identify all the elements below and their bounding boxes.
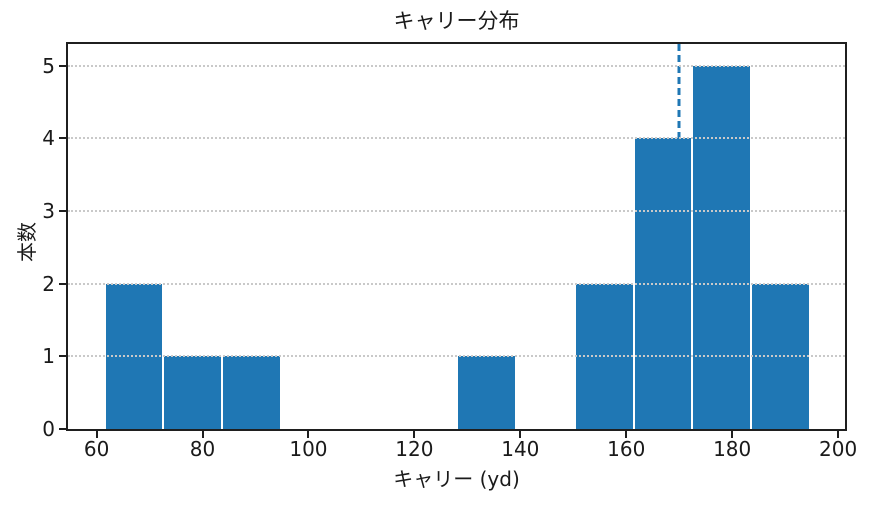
x-tick-mark — [731, 431, 734, 438]
histogram-bar — [457, 356, 517, 429]
x-tick-label: 60 — [83, 437, 110, 461]
y-tick-label: 2 — [42, 271, 55, 296]
y-tick-mark — [59, 355, 66, 358]
histogram-bar — [633, 138, 693, 429]
chart-title: キャリー分布 — [393, 9, 520, 33]
histogram-bar — [104, 283, 164, 429]
histogram-bar — [222, 356, 281, 429]
x-tick-label: 160 — [607, 437, 646, 461]
y-tick-mark — [59, 428, 66, 430]
x-tick-label: 100 — [289, 437, 328, 461]
y-tick-mark — [59, 137, 66, 140]
y-tick-label: 1 — [42, 344, 55, 369]
histogram-bar — [574, 283, 634, 429]
histogram-bar — [751, 283, 811, 429]
x-tick-label: 180 — [713, 437, 752, 461]
y-tick-mark — [59, 64, 66, 67]
y-tick-label: 5 — [42, 53, 55, 78]
x-tick-label: 140 — [501, 437, 540, 461]
plot-area: 60 80 100 120 140 160 180 200 0 1 2 3 4 5 — [42, 42, 857, 459]
y-tick-mark — [59, 282, 66, 285]
x-tick-mark — [95, 431, 98, 438]
x-tick-label: 80 — [189, 437, 216, 461]
x-axis-label: キャリー (yd) — [393, 467, 520, 491]
x-tick-mark — [519, 431, 522, 438]
x-tick-mark — [307, 431, 310, 438]
histogram-bar — [163, 356, 223, 429]
x-tick-label: 120 — [395, 437, 434, 461]
y-tick-label: 3 — [42, 199, 55, 224]
histogram-bar — [692, 65, 752, 429]
x-tick-mark — [201, 431, 204, 438]
y-tick-label: 4 — [42, 126, 55, 151]
x-tick-mark — [837, 431, 840, 438]
x-tick-label: 200 — [819, 437, 858, 461]
x-tick-mark — [413, 431, 416, 438]
y-tick-mark — [59, 210, 66, 213]
y-axis-label: 本数 — [15, 222, 39, 262]
y-tick-label: 0 — [42, 417, 55, 441]
x-tick-mark — [625, 431, 628, 438]
